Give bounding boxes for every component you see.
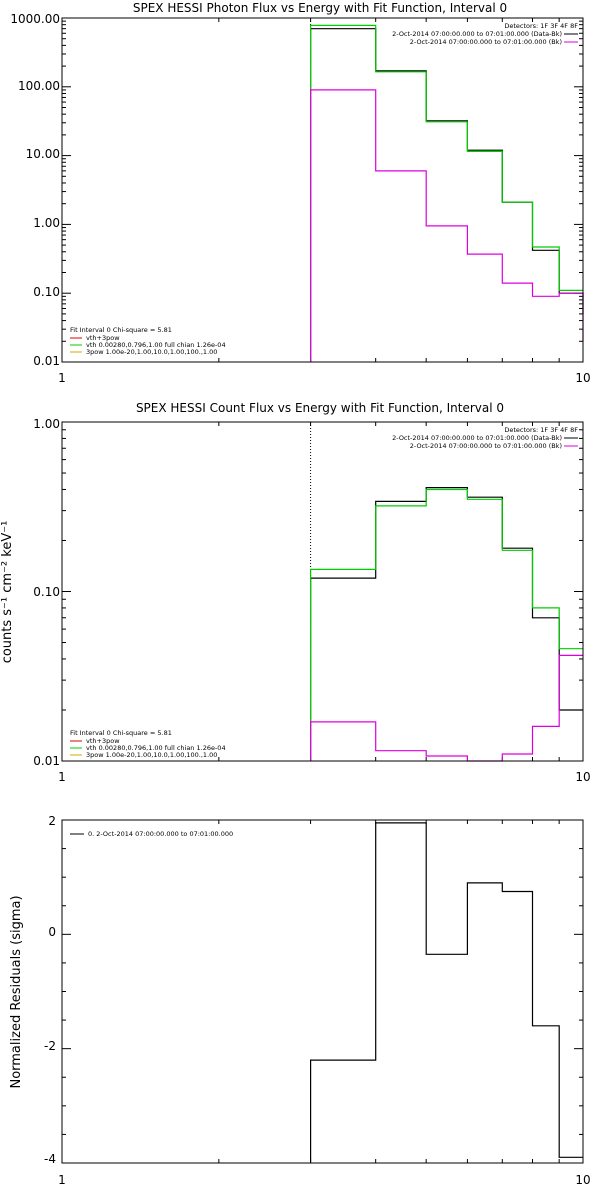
- residuals-x-tick-0: 1: [58, 1173, 66, 1187]
- photon-y-tick-1: 0.10: [33, 285, 60, 299]
- count-x-ticks: [61, 422, 584, 761]
- count-legend-header: Detectors: 1F 3F 4F 8F: [504, 426, 578, 434]
- photon-x-ticks: [61, 18, 584, 362]
- count-series-2-step-line: [310, 654, 583, 762]
- count-axes-frame: [61, 421, 584, 762]
- photon-series-0-step-line: [310, 28, 584, 362]
- photon-y-tick-3: 10.00: [26, 147, 60, 161]
- count-series-0-step-line: [310, 487, 583, 761]
- photon-plot-area: [61, 17, 584, 363]
- count-fit-text: Fit Interval 0 Chi-square = 5.81: [70, 729, 172, 737]
- count-y-ticks: [62, 421, 583, 762]
- count-legend-label-1: 2-Oct-2014 07:00:00.000 to 07:01:00.000 …: [410, 442, 562, 450]
- photon-y-tick-5: 1000.00: [10, 12, 60, 26]
- photon-legend-label-0: 2-Oct-2014 07:00:00.000 to 07:01:00.000 …: [392, 30, 562, 38]
- photon-x-tick-0: 1: [58, 371, 66, 385]
- photon-chart-title: SPEX HESSI Photon Flux vs Energy with Fi…: [133, 1, 507, 15]
- residuals-panel: -4 -2 0 2 1 10 Normalized Residuals (sig…: [9, 814, 591, 1187]
- residuals-y-tick-3: 2: [48, 814, 56, 828]
- residuals-x-tick-1: 10: [575, 1173, 590, 1187]
- photon-y-ticks: [62, 17, 583, 363]
- count-y-tick-2: 1.00: [33, 417, 60, 431]
- photon-legend-label-1: 2-Oct-2014 07:00:00.000 to 07:01:00.000 …: [410, 38, 562, 46]
- photon-axes-frame: [61, 17, 584, 363]
- count-legend-label-0: 2-Oct-2014 07:00:00.000 to 07:01:00.000 …: [392, 434, 562, 442]
- residuals-legend-label-0: 0. 2-Oct-2014 07:00:00.000 to 07:01:00.0…: [88, 830, 233, 838]
- residuals-y-tick-0: -4: [44, 1152, 56, 1166]
- count-flux-panel: SPEX HESSI Count Flux vs Energy with Fit…: [0, 401, 591, 784]
- photon-series-1-step-line: [310, 24, 583, 362]
- photon-series-2-step-line: [310, 89, 584, 362]
- count-y-tick-0: 0.01: [33, 754, 60, 768]
- photon-fit-label-0: vth+3pow: [86, 334, 120, 342]
- count-fit-label-0: vth+3pow: [86, 737, 120, 745]
- residuals-plot-area: [61, 819, 584, 1164]
- count-plot-area: [61, 421, 584, 762]
- photon-y-tick-4: 100.00: [18, 79, 60, 93]
- residuals-y-axis-label: Normalized Residuals (sigma): [9, 895, 24, 1088]
- count-y-tick-1: 0.10: [33, 585, 60, 599]
- residuals-x-ticks: [61, 820, 584, 1163]
- photon-fit-label-2: 3pow 1.00e-20,1.00,10.0,1.00,100.,1.00: [86, 348, 217, 356]
- residuals-y-ticks: [62, 819, 583, 1164]
- count-x-tick-0: 1: [58, 770, 66, 784]
- count-chart-title: SPEX HESSI Count Flux vs Energy with Fit…: [136, 401, 504, 415]
- count-x-tick-1: 10: [575, 770, 590, 784]
- count-fit-label-2: 3pow 1.00e-20,1.00,10.0,1.00,100.,1.00: [86, 751, 217, 759]
- photon-fit-text: Fit Interval 0 Chi-square = 5.81: [70, 326, 172, 334]
- residuals-series-0-step-line: [310, 822, 583, 1163]
- residuals-axes-frame: [61, 819, 584, 1164]
- count-fit-label-1: vth 0.00280,0.796,1.00 full chian 1.26e-…: [86, 744, 226, 752]
- photon-y-tick-2: 1.00: [33, 216, 60, 230]
- residuals-y-tick-1: -2: [44, 1039, 56, 1053]
- photon-legend-header: Detectors: 1F 3F 4F 8F: [504, 22, 578, 30]
- residuals-y-tick-2: 0: [48, 925, 56, 939]
- count-series-1-step-line: [310, 488, 583, 761]
- photon-y-tick-0: 0.01: [33, 354, 60, 368]
- photon-fit-label-1: vth 0.00280,0.796,1.00 full chian 1.26e-…: [86, 341, 226, 349]
- photon-flux-panel: SPEX HESSI Photon Flux vs Energy with Fi…: [10, 1, 590, 385]
- photon-x-tick-1: 10: [575, 371, 590, 385]
- count-y-axis-label: counts s⁻¹ cm⁻² keV⁻¹: [0, 521, 15, 664]
